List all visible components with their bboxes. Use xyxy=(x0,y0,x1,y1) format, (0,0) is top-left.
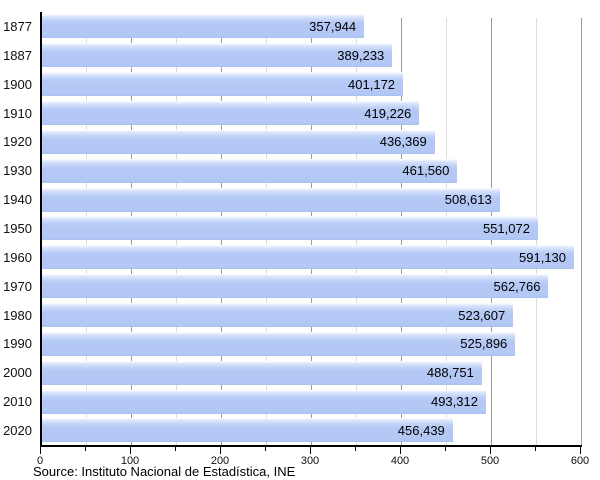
bar-row-1920: 436,369 xyxy=(42,127,582,156)
bar-value-label: 591,130 xyxy=(519,249,567,265)
x-tick-100 xyxy=(130,447,131,454)
x-axis-label-600: 600 xyxy=(570,455,590,467)
y-axis-label-1887: 1887 xyxy=(3,47,32,63)
bar-1920: 436,369 xyxy=(42,129,435,154)
bar-value-label: 525,896 xyxy=(460,336,508,352)
bar-value-label: 357,944 xyxy=(309,18,357,34)
bar-row-1990: 525,896 xyxy=(42,329,582,358)
y-axis-label-1900: 1900 xyxy=(3,76,32,92)
x-tick-350 xyxy=(355,447,356,451)
bar-value-label: 456,439 xyxy=(397,422,445,438)
y-axis-label-1930: 1930 xyxy=(3,163,32,179)
bar-1910: 419,226 xyxy=(42,101,420,125)
bar-1930: 461,560 xyxy=(42,158,458,183)
bar-value-label: 461,560 xyxy=(402,163,450,179)
x-axis: 0 100 200 300 400 500 600 xyxy=(36,447,589,477)
x-axis-label-200: 200 xyxy=(210,455,230,467)
x-axis-label-300: 300 xyxy=(300,455,320,467)
bar-row-1970: 562,766 xyxy=(42,272,582,301)
bar-value-label: 551,072 xyxy=(482,220,530,236)
x-axis-label-500: 500 xyxy=(480,455,500,467)
gridline-600 xyxy=(581,18,582,445)
bar-value-label: 488,751 xyxy=(426,365,474,381)
bar-value-label: 523,607 xyxy=(458,307,506,323)
x-tick-600 xyxy=(580,447,581,454)
x-tick-250 xyxy=(265,447,266,451)
bar-row-2020: 456,439 xyxy=(42,416,582,445)
bar-1900: 401,172 xyxy=(42,72,404,97)
bar-row-1910: 419,226 xyxy=(42,99,582,128)
bar-row-1900: 401,172 xyxy=(42,70,582,99)
bar-value-label: 401,172 xyxy=(348,76,396,92)
x-tick-200 xyxy=(220,447,221,454)
x-tick-300 xyxy=(310,447,311,454)
y-axis-label-2010: 2010 xyxy=(3,394,32,410)
x-tick-400 xyxy=(400,447,401,454)
y-axis-label-1877: 1877 xyxy=(3,18,32,34)
y-axis-label-1950: 1950 xyxy=(3,220,32,236)
bar-2010: 493,312 xyxy=(42,389,486,414)
bar-1990: 525,896 xyxy=(42,331,516,356)
x-axis-label-400: 400 xyxy=(390,455,410,467)
bar-row-1877: 357,944 xyxy=(42,12,582,41)
bar-1940: 508,613 xyxy=(42,187,500,212)
x-axis-label-0: 0 xyxy=(36,455,44,467)
bar-row-1930: 461,560 xyxy=(42,156,582,185)
y-axis-label-1990: 1990 xyxy=(3,336,32,352)
x-tick-550 xyxy=(535,447,536,451)
bar-1980: 523,607 xyxy=(42,303,514,328)
y-axis-label-1960: 1960 xyxy=(3,249,32,265)
bar-1960: 591,130 xyxy=(42,245,575,270)
bar-value-label: 436,369 xyxy=(379,134,427,150)
y-axis-label-1920: 1920 xyxy=(3,134,32,150)
bar-1887: 389,233 xyxy=(42,43,393,68)
bar-value-label: 508,613 xyxy=(444,192,492,208)
bar-1970: 562,766 xyxy=(42,274,549,299)
y-axis-labels: 1877 1887 1900 1910 1920 1930 1940 1950 1960 1970… xyxy=(0,12,38,445)
x-tick-50 xyxy=(85,447,86,451)
bar-row-1940: 508,613 xyxy=(42,185,582,214)
bar-value-label: 419,226 xyxy=(364,105,412,121)
x-tick-500 xyxy=(490,447,491,454)
bar-value-label: 493,312 xyxy=(430,394,478,410)
bar-row-1950: 551,072 xyxy=(42,214,582,243)
bar-1877: 357,944 xyxy=(42,14,365,39)
x-axis-label-100: 100 xyxy=(120,455,140,467)
bar-row-1960: 591,130 xyxy=(42,243,582,272)
bar-1950: 551,072 xyxy=(42,216,538,241)
y-axis-label-2000: 2000 xyxy=(3,365,32,381)
bar-2000: 488,751 xyxy=(42,360,482,385)
y-axis-label-1910: 1910 xyxy=(3,105,32,121)
y-axis-label-1970: 1970 xyxy=(3,278,32,294)
bar-row-2000: 488,751 xyxy=(42,358,582,387)
bar-row-1887: 389,233 xyxy=(42,41,582,70)
bar-value-label: 562,766 xyxy=(493,278,541,294)
bar-row-2010: 493,312 xyxy=(42,387,582,416)
x-tick-150 xyxy=(175,447,176,451)
plot-area: 357,944 389,233 401,172 419,226 436,369 461,5… xyxy=(40,12,582,447)
bar-value-label: 389,233 xyxy=(337,47,385,63)
y-axis-label-1980: 1980 xyxy=(3,307,32,323)
x-tick-450 xyxy=(445,447,446,451)
bar-2020: 456,439 xyxy=(42,418,453,443)
bar-rows: 357,944 389,233 401,172 419,226 436,369 461,5… xyxy=(42,12,582,445)
source-attribution: Source: Instituto Nacional de Estadístic… xyxy=(33,464,296,479)
bar-row-1980: 523,607 xyxy=(42,301,582,330)
x-tick-0 xyxy=(40,447,41,454)
y-axis-label-1940: 1940 xyxy=(3,192,32,208)
y-axis-label-2020: 2020 xyxy=(3,422,32,438)
